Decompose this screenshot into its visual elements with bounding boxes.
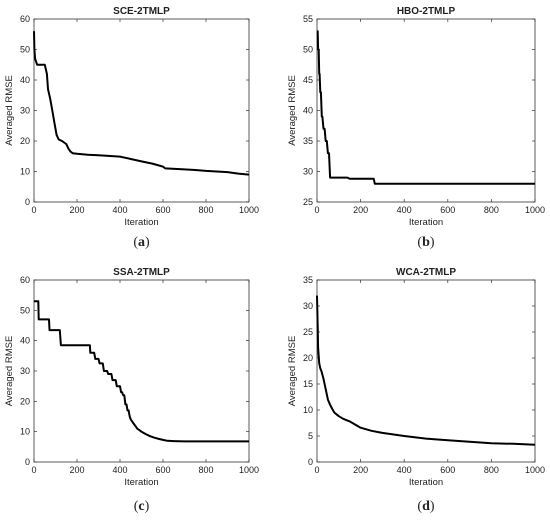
x-tick-label: 200: [69, 205, 84, 215]
x-tick-label: 600: [155, 205, 170, 215]
y-tick-label: 5: [308, 431, 313, 441]
y-tick-label: 30: [20, 106, 30, 116]
plot-area: [316, 18, 536, 203]
x-tick-label: 0: [314, 205, 319, 215]
y-tick-label: 30: [303, 167, 313, 177]
chart-panel-c: SSA-2TMLP 0 200 400 600 800 1000 0 10 20 30 40 50 60 I…: [4, 267, 259, 514]
y-tick-label: 35: [303, 275, 313, 285]
x-tick-label: 600: [155, 465, 170, 475]
x-tick-label: 1000: [239, 465, 259, 475]
plot-area: [316, 279, 536, 463]
y-tick-label: 50: [20, 45, 30, 55]
chart-panel-b: HBO-2TMLP 0 200 400 600 800 1000 25 30 35 40 45 50 55…: [287, 6, 545, 250]
x-axis-label: Iteration: [124, 217, 158, 228]
y-tick-label: 10: [20, 167, 30, 177]
y-tick-label: 50: [303, 45, 313, 55]
x-tick-label: 400: [397, 205, 412, 215]
panel-caption-letter: c: [138, 499, 144, 514]
x-tick-label: 1000: [525, 205, 545, 215]
x-tick-label: 200: [69, 465, 84, 475]
x-axis-label: Iteration: [409, 217, 443, 228]
y-tick-label: 30: [20, 366, 30, 376]
x-tick-label: 800: [198, 205, 213, 215]
y-tick-label: 45: [303, 75, 313, 85]
y-tick-label: 0: [308, 457, 313, 467]
x-tick-label: 0: [31, 205, 36, 215]
y-tick-label: 20: [303, 353, 313, 363]
y-tick-label: 10: [303, 405, 313, 415]
y-tick-label: 30: [303, 301, 313, 311]
chart-panel-d: WCA-2TMLP 0 200 400 600 800 1000 0 5 10 15 20 25 30 35…: [287, 267, 545, 514]
y-tick-label: 10: [20, 427, 30, 437]
x-tick-label: 800: [484, 205, 499, 215]
y-tick-label: 55: [303, 14, 313, 24]
y-tick-label: 15: [303, 379, 313, 389]
y-tick-label: 25: [303, 327, 313, 337]
panel-caption-letter: b: [422, 235, 430, 250]
x-tick-label: 200: [353, 465, 368, 475]
y-tick-label: 50: [20, 305, 30, 315]
chart-panel-a: SCE-2TMLP 0 200 400 600 800 1000 0 10 20 30 40 50 60 I…: [4, 6, 259, 250]
y-axis-label: Averaged RMSE: [4, 75, 15, 146]
series-line: [316, 30, 535, 185]
y-tick-label: 40: [20, 75, 30, 85]
x-tick-label: 0: [314, 465, 319, 475]
y-tick-label: 25: [303, 197, 313, 207]
x-tick-label: 400: [112, 205, 127, 215]
plot-area: [33, 279, 250, 463]
y-tick-label: 35: [303, 136, 313, 146]
y-axis-label: Averaged RMSE: [287, 75, 298, 146]
chart-title: HBO-2TMLP: [397, 6, 456, 17]
x-tick-label: 400: [112, 465, 127, 475]
y-axis-label: Averaged RMSE: [287, 336, 298, 407]
x-tick-label: 800: [484, 465, 499, 475]
y-tick-label: 40: [303, 106, 313, 116]
series-line: [34, 300, 249, 443]
x-tick-label: 1000: [239, 205, 259, 215]
x-tick-label: 600: [440, 205, 455, 215]
panel-caption-letter: a: [138, 235, 145, 250]
x-tick-label: 600: [440, 465, 455, 475]
x-tick-label: 0: [31, 465, 36, 475]
chart-title: WCA-2TMLP: [396, 267, 456, 278]
x-axis-label: Iteration: [124, 477, 158, 488]
chart-title: SCE-2TMLP: [113, 6, 170, 17]
y-tick-label: 0: [25, 457, 30, 467]
plot-area: [33, 18, 250, 203]
series-line: [33, 31, 250, 176]
y-tick-label: 20: [20, 396, 30, 406]
x-tick-label: 400: [397, 465, 412, 475]
y-tick-label: 0: [25, 197, 30, 207]
x-tick-label: 1000: [525, 465, 545, 475]
panel-caption-letter: d: [422, 499, 430, 514]
chart-title: SSA-2TMLP: [113, 267, 170, 278]
y-tick-label: 60: [20, 14, 30, 24]
x-tick-label: 200: [353, 205, 368, 215]
y-axis-label: Averaged RMSE: [4, 336, 15, 407]
panel-caption: (d): [417, 499, 434, 514]
y-tick-label: 40: [20, 336, 30, 346]
y-tick-label: 60: [20, 275, 30, 285]
y-tick-label: 20: [20, 136, 30, 146]
panel-caption: (a): [133, 235, 150, 250]
panel-caption: (c): [134, 499, 150, 514]
x-tick-label: 800: [198, 465, 213, 475]
series-line: [316, 295, 536, 446]
x-axis-label: Iteration: [409, 477, 443, 488]
panel-caption: (b): [417, 235, 434, 250]
